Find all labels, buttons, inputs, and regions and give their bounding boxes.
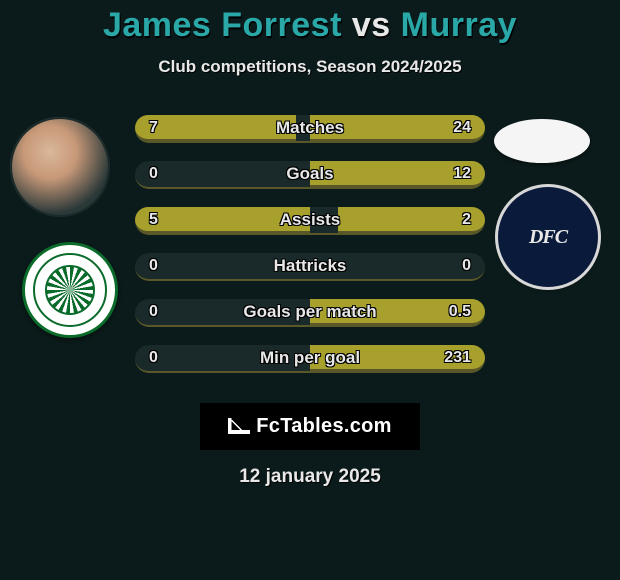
snapshot-date: 12 january 2025 xyxy=(0,466,620,488)
title-vs: vs xyxy=(352,6,391,44)
comparison-widget: James Forrest vs Murray Club competition… xyxy=(0,0,620,580)
stat-label: Matches xyxy=(276,118,344,138)
player1-avatar xyxy=(10,117,110,217)
stat-row: 5 Assists 2 xyxy=(135,207,485,235)
stats-bars: 7 Matches 24 0 Goals 12 5 Assists 2 0 Hattricks 0 0 G… xyxy=(135,115,485,391)
stat-value-right: 0 xyxy=(462,257,471,275)
title-player1: James Forrest xyxy=(103,6,342,44)
stat-row: 0 Hattricks 0 xyxy=(135,253,485,281)
footer: FcTables.com 12 january 2025 xyxy=(0,403,620,488)
stat-row: 0 Min per goal 231 xyxy=(135,345,485,373)
stat-value-right: 12 xyxy=(453,165,471,183)
stat-label: Hattricks xyxy=(274,256,347,276)
stat-label: Goals xyxy=(286,164,333,184)
brand-text: FcTables.com xyxy=(256,415,392,437)
stat-fill-left xyxy=(135,115,296,141)
fctables-logo-icon xyxy=(228,418,250,434)
stat-value-left: 0 xyxy=(149,257,158,275)
stat-value-left: 0 xyxy=(149,303,158,321)
player2-club-crest: DFC xyxy=(498,187,598,287)
player2-avatar xyxy=(494,119,590,163)
dundee-crest-monogram: DFC xyxy=(529,226,567,249)
stat-row: 7 Matches 24 xyxy=(135,115,485,143)
stat-label: Assists xyxy=(280,210,340,230)
content-area: DFC 7 Matches 24 0 Goals 12 5 Assists 2 0 Hattrick… xyxy=(0,107,620,397)
stat-value-left: 0 xyxy=(149,349,158,367)
stat-row: 0 Goals per match 0.5 xyxy=(135,299,485,327)
title-player2: Murray xyxy=(401,6,517,44)
brand-badge: FcTables.com xyxy=(200,403,420,450)
player1-club-crest xyxy=(22,242,118,338)
stat-label: Goals per match xyxy=(243,302,376,322)
stat-value-left: 0 xyxy=(149,165,158,183)
page-title: James Forrest vs Murray xyxy=(0,6,620,45)
stat-value-left: 5 xyxy=(149,211,158,229)
stat-value-left: 7 xyxy=(149,119,158,137)
stat-value-right: 24 xyxy=(453,119,471,137)
stat-value-right: 2 xyxy=(462,211,471,229)
stat-value-right: 231 xyxy=(444,349,471,367)
stat-label: Min per goal xyxy=(260,348,360,368)
stat-row: 0 Goals 12 xyxy=(135,161,485,189)
celtic-crest-icon xyxy=(45,265,95,315)
subtitle: Club competitions, Season 2024/2025 xyxy=(0,57,620,77)
stat-value-right: 0.5 xyxy=(449,303,471,321)
